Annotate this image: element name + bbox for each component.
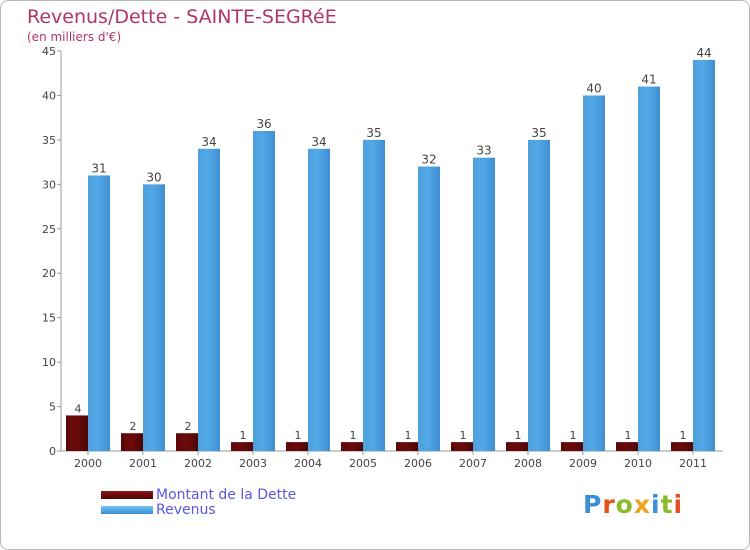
- logo-letter: x: [633, 490, 651, 519]
- bar-revenus-2002: [198, 148, 220, 451]
- proxiti-logo: Proxiti: [583, 490, 683, 519]
- logo-letter: i: [651, 490, 661, 519]
- x-tick-label-2010: 2010: [624, 457, 652, 470]
- chart-subtitle: (en milliers d'€): [27, 30, 122, 44]
- bar-dette-2006: [396, 442, 418, 451]
- legend-item-revenus: Revenus: [101, 501, 296, 518]
- label-revenus-2000: 31: [91, 161, 106, 175]
- bar-dette-2007: [451, 442, 473, 451]
- y-tick-label-25: 25: [42, 223, 56, 236]
- label-dette-2007: 1: [460, 429, 467, 442]
- bar-dette-2005: [341, 442, 363, 451]
- label-revenus-2008: 35: [531, 126, 546, 140]
- y-tick-label-10: 10: [42, 356, 56, 369]
- y-tick-label-5: 5: [49, 401, 56, 414]
- bar-dette-2001: [121, 433, 143, 451]
- bar-revenus-2004: [308, 148, 330, 451]
- legend-swatch-revenus: [101, 505, 153, 514]
- logo-letter: o: [615, 490, 634, 519]
- y-tick-label-0: 0: [49, 445, 56, 458]
- x-tick-label-2008: 2008: [514, 457, 542, 470]
- bar-revenus-2003: [253, 131, 275, 451]
- bar-revenus-2011: [693, 59, 715, 452]
- x-tick-label-2011: 2011: [679, 457, 707, 470]
- y-tick-label-40: 40: [42, 89, 56, 102]
- x-tick-label-2002: 2002: [184, 457, 212, 470]
- label-revenus-2010: 41: [641, 73, 656, 87]
- bar-revenus-2010: [638, 86, 660, 452]
- label-revenus-2002: 34: [201, 135, 216, 149]
- label-revenus-2004: 34: [311, 135, 326, 149]
- x-tick-label-2004: 2004: [294, 457, 322, 470]
- legend-label-revenus: Revenus: [156, 501, 216, 518]
- label-dette-2001: 2: [130, 420, 137, 433]
- legend-item-dette: Montant de la Dette: [101, 486, 297, 503]
- x-tick-label-2000: 2000: [74, 457, 102, 470]
- logo-letter: i: [673, 490, 684, 519]
- label-revenus-2006: 32: [421, 153, 436, 167]
- bar-dette-2003: [231, 442, 253, 451]
- label-revenus-2009: 40: [586, 81, 601, 95]
- label-revenus-2003: 36: [256, 117, 271, 131]
- bar-dette-2004: [286, 442, 308, 451]
- bar-revenus-2008: [528, 139, 550, 451]
- x-tick-label-2005: 2005: [349, 457, 377, 470]
- label-revenus-2011: 44: [696, 46, 711, 60]
- x-tick-label-2003: 2003: [239, 457, 267, 470]
- x-tick-label-2001: 2001: [129, 457, 157, 470]
- label-dette-2010: 1: [625, 429, 632, 442]
- label-dette-2005: 1: [350, 429, 357, 442]
- label-dette-2011: 1: [680, 429, 687, 442]
- y-tick-label-35: 35: [42, 134, 56, 147]
- bar-revenus-2009: [583, 95, 605, 451]
- chart-title: Revenus/Dette - SAINTE-SEGRéE: [27, 6, 337, 28]
- logo-letter: r: [602, 490, 616, 519]
- bar-revenus-2005: [363, 139, 385, 451]
- y-tick-label-45: 45: [42, 45, 56, 58]
- bar-dette-2000: [66, 415, 88, 451]
- y-tick-label-30: 30: [42, 178, 56, 191]
- bar-dette-2008: [506, 442, 528, 451]
- legend-label-dette: Montant de la Dette: [156, 486, 297, 503]
- bar-revenus-2006: [418, 166, 440, 452]
- label-revenus-2001: 30: [146, 170, 161, 184]
- legend: Montant de la Dette Revenus: [101, 486, 297, 518]
- logo-letter: P: [583, 490, 603, 519]
- bar-dette-2011: [671, 442, 693, 451]
- bar-revenus-2001: [143, 184, 165, 452]
- bar-dette-2009: [561, 442, 583, 451]
- label-dette-2004: 1: [295, 429, 302, 442]
- x-tick-label-2007: 2007: [459, 457, 487, 470]
- logo-letter: t: [660, 490, 674, 519]
- bar-dette-2002: [176, 433, 198, 451]
- label-dette-2009: 1: [570, 429, 577, 442]
- bar-revenus-2007: [473, 157, 495, 451]
- bar-dette-2010: [616, 442, 638, 451]
- label-dette-2000: 4: [75, 402, 82, 415]
- label-revenus-2005: 35: [366, 126, 381, 140]
- label-dette-2003: 1: [240, 429, 247, 442]
- label-revenus-2007: 33: [476, 144, 491, 158]
- legend-swatch-dette: [101, 490, 153, 499]
- x-tick-label-2006: 2006: [404, 457, 432, 470]
- label-dette-2002: 2: [185, 420, 192, 433]
- label-dette-2008: 1: [515, 429, 522, 442]
- x-tick-label-2009: 2009: [569, 457, 597, 470]
- label-dette-2006: 1: [405, 429, 412, 442]
- y-tick-label-20: 20: [42, 267, 56, 280]
- bar-revenus-2000: [88, 175, 110, 451]
- y-tick-label-15: 15: [42, 312, 56, 325]
